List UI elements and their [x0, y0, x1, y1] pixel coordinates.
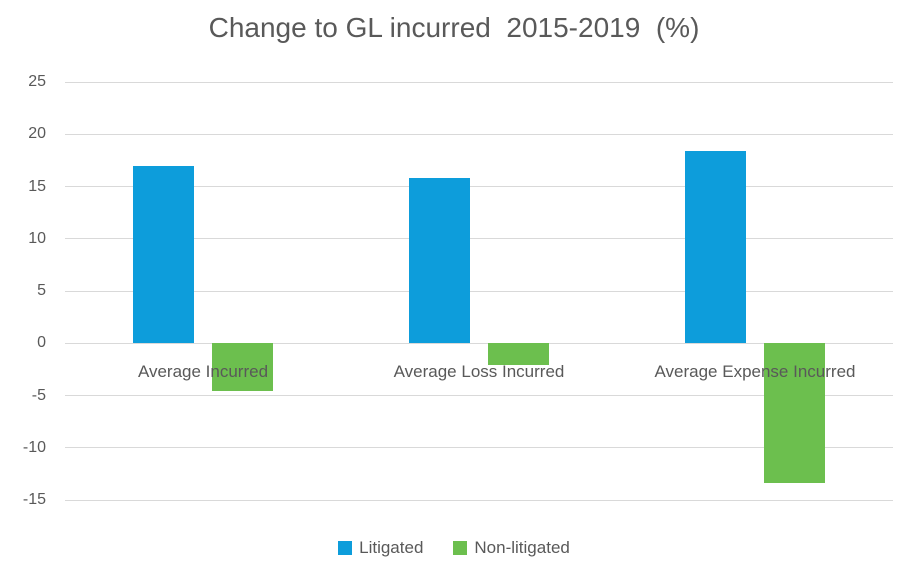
bar-non-litigated-0 [212, 343, 273, 392]
category-label-1: Average Loss Incurred [393, 362, 565, 382]
legend-label-non-litigated: Non-litigated [474, 538, 570, 557]
non-litigated-swatch-icon [453, 541, 468, 555]
bar-non-litigated-2 [764, 343, 825, 484]
gridline-y-15 [65, 186, 893, 187]
legend: Litigated Non-litigated [0, 538, 908, 558]
legend-label-litigated: Litigated [359, 538, 424, 557]
legend-item-litigated: Litigated [338, 538, 423, 558]
gridline-y-0 [65, 342, 893, 344]
gridline-y--5 [65, 395, 893, 396]
bar-litigated-2 [685, 150, 746, 344]
bar-non-litigated-1 [488, 343, 549, 366]
legend-item-non-litigated: Non-litigated [453, 538, 570, 558]
litigated-swatch-icon [338, 541, 353, 555]
category-label-0: Average Incurred [137, 362, 269, 382]
chart-title: Change to GL incurred 2015-2019 (%) [208, 12, 700, 43]
y-tick-label-10: 10 [28, 229, 46, 247]
gridline-y-20 [65, 133, 893, 135]
y-tick-label-0: 0 [37, 334, 46, 352]
y-tick-label-20: 20 [28, 125, 46, 143]
gridline-y-5 [65, 290, 893, 292]
bar-litigated-1 [409, 178, 470, 344]
y-tick-label-5: 5 [37, 282, 46, 299]
y-axis: 25 20 15 10 5 0 -5 -10 -15 [0, 73, 50, 508]
gridline-y-25 [65, 81, 893, 83]
category-label-2: Average Expense Incurred [654, 362, 856, 382]
bar-litigated-0 [133, 165, 194, 344]
y-tick-label-25: 25 [28, 73, 46, 90]
gridline-y--15 [65, 499, 893, 501]
y-tick-label--5: -5 [31, 386, 46, 404]
gridline-y--10 [65, 447, 893, 449]
y-tick-label--15: -15 [22, 491, 46, 508]
gridline-y-10 [65, 238, 893, 240]
y-tick-label--10: -10 [22, 438, 46, 456]
y-tick-label-15: 15 [28, 177, 46, 195]
plot-area: Average Incurred Average Loss Incurred Ave… [65, 81, 893, 501]
